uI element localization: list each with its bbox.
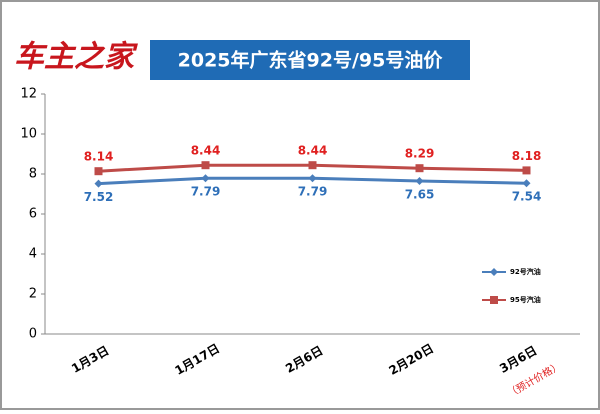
data-label: 7.79: [298, 185, 328, 199]
point: [94, 179, 103, 188]
point: [94, 167, 103, 176]
y-tick-label: 12: [20, 87, 37, 102]
data-label: 8.18: [512, 149, 542, 163]
legend-label: 95号汽油: [510, 295, 541, 304]
data-label: 8.44: [298, 144, 328, 158]
data-label: 7.52: [84, 190, 114, 204]
point: [308, 174, 317, 183]
point: [201, 161, 210, 170]
y-tick-label: 2: [29, 287, 37, 302]
point: [522, 179, 531, 188]
data-label: 8.44: [191, 144, 221, 158]
point: [308, 161, 317, 170]
point: [201, 174, 210, 183]
y-tick-label: 6: [29, 207, 37, 222]
point: [415, 164, 424, 173]
y-tick-label: 8: [29, 167, 37, 182]
point: [490, 268, 498, 276]
data-label: 8.29: [405, 147, 435, 161]
title-box: [150, 40, 470, 80]
y-tick-label: 10: [20, 127, 37, 142]
y-tick-label: 0: [29, 327, 37, 342]
legend-label: 92号汽油: [510, 267, 541, 276]
data-label: 7.65: [405, 188, 435, 202]
data-label: 8.14: [84, 150, 114, 164]
point: [415, 177, 424, 185]
chart-title: 2025年广东省92号/95号油价: [178, 49, 444, 72]
point: [522, 166, 531, 175]
logo: 车主之家: [14, 40, 138, 75]
point: [490, 296, 498, 304]
data-label: 7.54: [512, 190, 542, 204]
y-tick-label: 4: [29, 247, 37, 262]
data-label: 7.79: [191, 185, 221, 199]
